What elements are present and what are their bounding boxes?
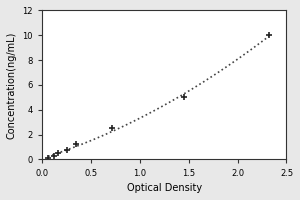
X-axis label: Optical Density: Optical Density: [127, 183, 202, 193]
Y-axis label: Concentration(ng/mL): Concentration(ng/mL): [7, 31, 17, 139]
